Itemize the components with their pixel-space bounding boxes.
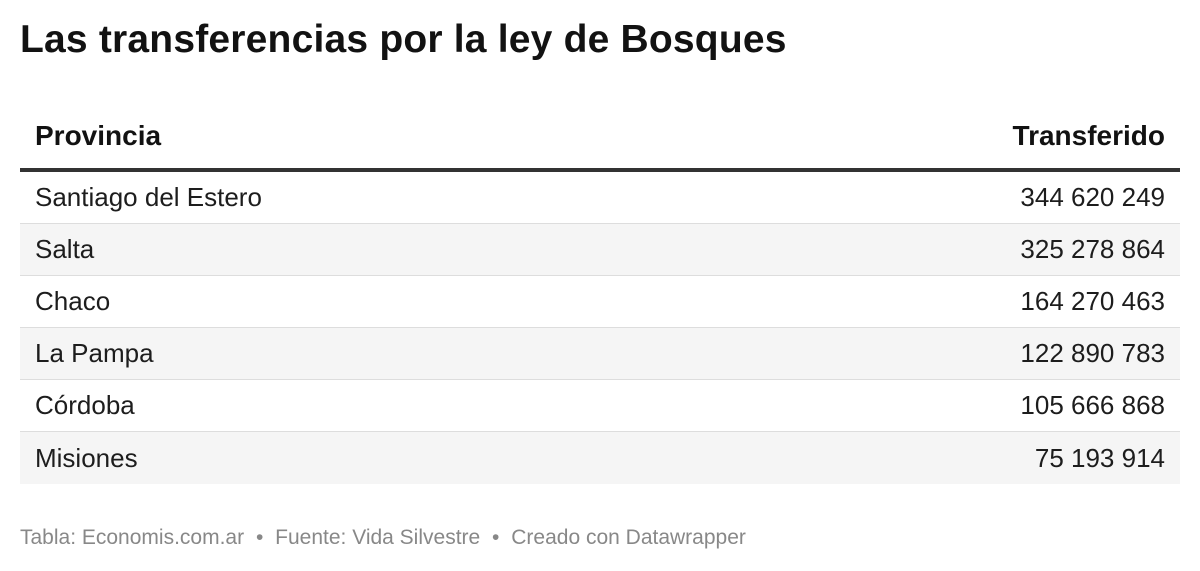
data-table: Provincia Transferido Santiago del Ester… <box>20 104 1180 484</box>
cell-transferido: 164 270 463 <box>1020 286 1165 316</box>
cell-transferido: 122 890 783 <box>1020 338 1165 368</box>
cell-provincia: Chaco <box>35 286 111 316</box>
table-row: Santiago del Estero 344 620 249 <box>20 172 1180 224</box>
footer-separator: • <box>255 526 264 549</box>
table-row: Chaco 164 270 463 <box>20 276 1180 328</box>
cell-provincia: Salta <box>35 234 95 264</box>
cell-provincia: Misiones <box>35 442 138 473</box>
chart-footer: Tabla: Economis.com.ar • Fuente: Vida Si… <box>20 526 746 550</box>
footer-separator: • <box>492 526 500 549</box>
table-body: Santiago del Estero 344 620 249 Salta 32… <box>20 172 1180 484</box>
cell-transferido: 344 620 249 <box>1020 182 1165 212</box>
created-with-link[interactable]: Creado con Datawrapper <box>511 526 746 549</box>
source-note: Fuente: Vida Silvestre <box>275 526 481 549</box>
chart-title: Las transferencias por la ley de Bosques <box>20 18 787 61</box>
table-row: Misiones 75 193 914 <box>20 432 1180 484</box>
table-row: Salta 325 278 864 <box>20 224 1180 276</box>
column-header-transferido: Transferido <box>1012 120 1165 151</box>
cell-transferido: 325 278 864 <box>1020 234 1165 264</box>
cell-transferido: 75 193 914 <box>1034 442 1165 473</box>
cell-provincia: Córdoba <box>35 390 135 420</box>
cell-provincia: Santiago del Estero <box>35 182 262 212</box>
table-row: Córdoba 105 666 868 <box>20 380 1180 432</box>
cell-transferido: 105 666 868 <box>1020 390 1165 420</box>
table-header: Provincia Transferido <box>20 104 1180 172</box>
column-header-provincia: Provincia <box>35 120 162 151</box>
table-row: La Pampa 122 890 783 <box>20 328 1180 380</box>
cell-provincia: La Pampa <box>35 338 154 368</box>
table-credit: Tabla: Economis.com.ar <box>20 526 245 549</box>
